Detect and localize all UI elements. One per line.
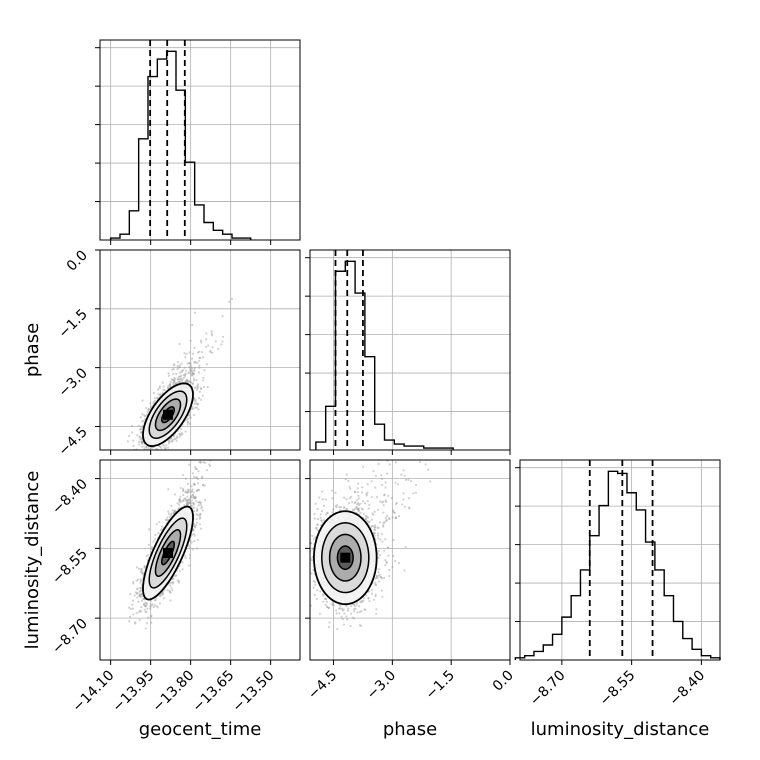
panel-frame — [519, 459, 721, 661]
scatter-panel-geocent_time-luminosity_distance — [95, 459, 301, 665]
histogram-panel-geocent_time — [95, 39, 301, 245]
x-axis-label-phase: phase — [383, 719, 437, 740]
panel-frame — [99, 459, 301, 661]
scatter-panel-phase-luminosity_distance — [305, 459, 511, 665]
histogram-step-geocent_time — [109, 50, 252, 240]
panel-frame — [309, 459, 511, 661]
corner-panels — [95, 39, 721, 665]
scatter-points — [126, 297, 234, 450]
histogram-panel-phase — [305, 249, 511, 455]
density-peak — [163, 409, 173, 420]
scatter-points — [310, 460, 432, 631]
y-axis-label-luminosity_distance: luminosity_distance — [22, 471, 43, 650]
panel-frame — [309, 249, 511, 451]
y-axis-label-phase: phase — [22, 323, 43, 377]
density-peak — [163, 548, 173, 559]
panel-frame — [99, 249, 301, 451]
histogram-step-luminosity_distance — [514, 470, 721, 660]
panel-frame — [99, 39, 301, 241]
scatter-panel-geocent_time-phase — [95, 249, 301, 455]
x-axis-label-geocent_time: geocent_time — [139, 719, 262, 740]
histogram-panel-luminosity_distance — [514, 459, 721, 665]
density-peak — [340, 552, 351, 563]
x-axis-label-luminosity_distance: luminosity_distance — [531, 719, 710, 740]
scatter-points — [127, 460, 212, 630]
